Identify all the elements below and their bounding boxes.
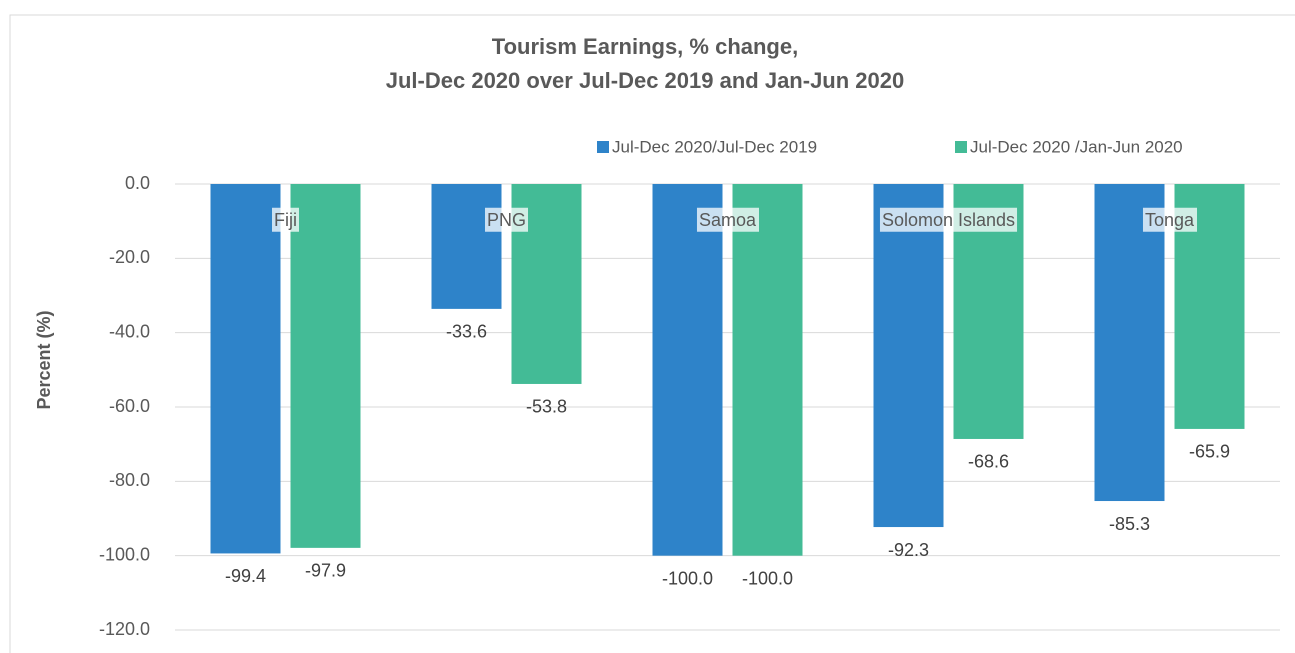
y-tick-label: -60.0 (109, 396, 150, 416)
data-label: -99.4 (225, 566, 266, 586)
data-label: -97.9 (305, 561, 346, 581)
y-tick-label: -80.0 (109, 470, 150, 490)
x-tick-label: Samoa (699, 210, 757, 230)
bar (210, 184, 281, 554)
y-axis-label: Percent (%) (34, 310, 54, 409)
legend-swatch (955, 141, 967, 153)
bar (290, 184, 361, 548)
label-background (272, 207, 299, 232)
data-label: -100.0 (662, 568, 713, 588)
x-tick-label: Tonga (1145, 210, 1195, 230)
data-label: -85.3 (1109, 514, 1150, 534)
y-tick-label: -40.0 (109, 321, 150, 341)
x-tick-label: PNG (487, 210, 526, 230)
label-background (1142, 207, 1198, 232)
y-tick-label: -100.0 (99, 544, 150, 564)
data-label: -33.6 (446, 322, 487, 342)
legend-swatch (597, 141, 609, 153)
legend-label: Jul-Dec 2020/Jul-Dec 2019 (612, 137, 817, 156)
y-tick-label: -120.0 (99, 619, 150, 639)
x-tick-label: Fiji (274, 210, 297, 230)
x-tick-label: Solomon Islands (882, 210, 1015, 230)
label-background (879, 207, 1018, 232)
data-label: -65.9 (1189, 442, 1230, 462)
y-tick-label: -20.0 (109, 247, 150, 267)
bar (1094, 184, 1165, 502)
chart-title: Jul-Dec 2020 over Jul-Dec 2019 and Jan-J… (386, 68, 904, 93)
bar (652, 184, 723, 556)
data-label: -100.0 (742, 568, 793, 588)
chart-title: Tourism Earnings, % change, (492, 34, 798, 59)
y-tick-label: 0.0 (125, 173, 150, 193)
label-background (484, 207, 529, 232)
data-label: -68.6 (968, 452, 1009, 472)
legend-label: Jul-Dec 2020 /Jan-Jun 2020 (970, 137, 1183, 156)
data-label: -53.8 (526, 397, 567, 417)
data-label: -92.3 (888, 540, 929, 560)
bar (732, 184, 803, 556)
bar (873, 184, 944, 528)
label-background (696, 207, 759, 232)
bar (431, 184, 502, 309)
